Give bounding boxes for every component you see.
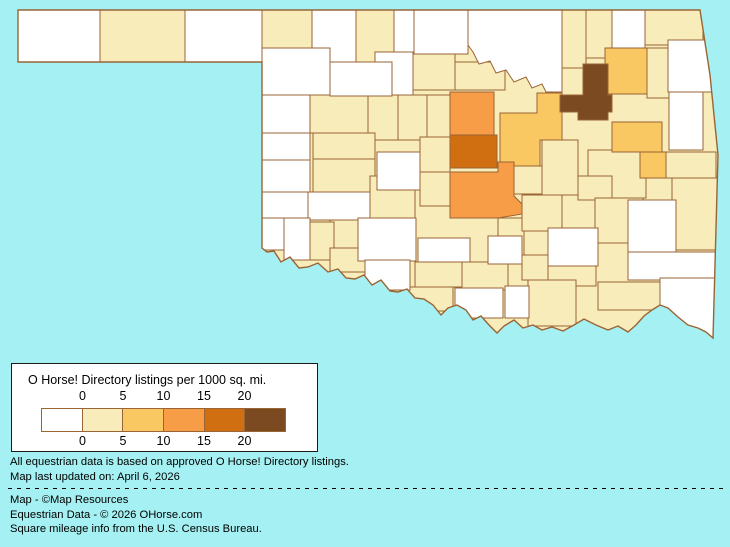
footer-note-approved: All equestrian data is based on approved… (10, 456, 349, 468)
county-pottawatomie[interactable] (449, 161, 523, 219)
legend-bin-1 (81, 409, 123, 431)
oklahoma-county-map (17, 9, 720, 340)
county-major[interactable] (329, 61, 393, 97)
county-love[interactable] (454, 287, 504, 319)
county-osage[interactable] (467, 10, 563, 93)
county-mcclain[interactable] (417, 237, 471, 263)
legend-tick-top-0: 0 (79, 389, 86, 403)
county-woodward[interactable] (261, 47, 331, 96)
county-pontotoc[interactable] (487, 235, 523, 265)
county-custer[interactable] (312, 132, 376, 160)
county-cleveland[interactable] (419, 171, 451, 207)
legend-tick-bottom-15: 15 (197, 434, 211, 448)
county-harper[interactable] (261, 10, 313, 51)
legend-tick-bottom-0: 0 (79, 434, 86, 448)
county-okmulgee[interactable] (541, 139, 579, 196)
legend-title: O Horse! Directory listings per 1000 sq.… (28, 373, 267, 387)
county-marshall[interactable] (504, 285, 530, 319)
legend-tick-top-5: 5 (119, 389, 127, 403)
county-cimarron[interactable] (18, 10, 101, 63)
county-texas[interactable] (99, 10, 186, 63)
county-harmon[interactable] (261, 217, 285, 251)
county-leflore[interactable] (671, 177, 718, 251)
county-rogermills[interactable] (261, 132, 311, 161)
credit-census: Square mileage info from the U.S. Census… (10, 523, 262, 535)
legend-tick-top-10: 10 (156, 389, 171, 403)
county-beaver[interactable] (184, 10, 263, 63)
county-kingfisher[interactable] (397, 94, 428, 141)
county-carter[interactable] (461, 261, 509, 291)
legend-bin-5 (244, 409, 286, 431)
county-logan[interactable] (426, 94, 451, 138)
county-kay[interactable] (413, 10, 469, 55)
credit-equestrian-data: Equestrian Data - © 2026 OHorse.com (10, 509, 203, 521)
legend-tick-bottom-20: 20 (237, 434, 252, 448)
county-jefferson[interactable] (407, 286, 454, 312)
dashed-separator (8, 488, 724, 489)
county-grady[interactable] (357, 217, 417, 262)
county-wagoner-s[interactable] (639, 151, 667, 179)
legend-color-ramp (41, 408, 286, 432)
county-mayes[interactable] (646, 47, 670, 99)
county-adair[interactable] (668, 91, 704, 151)
county-greer[interactable] (261, 191, 309, 219)
county-hughes[interactable] (521, 194, 563, 232)
county-jackson[interactable] (283, 217, 311, 261)
county-grant[interactable] (393, 10, 415, 53)
legend-bin-2 (122, 409, 164, 431)
county-tulsa[interactable] (559, 63, 613, 121)
county-payne[interactable] (449, 91, 495, 138)
county-noble[interactable] (412, 51, 456, 91)
state-outline (17, 9, 719, 340)
legend-tick-bottom-10: 10 (156, 434, 171, 448)
legend-tick-top-15: 15 (197, 389, 211, 403)
legend-box: O Horse! Directory listings per 1000 sq.… (11, 363, 318, 452)
county-choctaw[interactable] (597, 281, 663, 311)
footer-note-updated: Map last updated on: April 6, 2026 (10, 471, 180, 483)
county-beckham[interactable] (261, 159, 311, 193)
legend-bin-4 (203, 409, 245, 431)
county-pushmataha[interactable] (627, 251, 720, 281)
county-wagoner[interactable] (611, 121, 663, 153)
county-garvin[interactable] (414, 261, 464, 288)
county-dewey[interactable] (309, 94, 369, 134)
county-latimer[interactable] (627, 199, 677, 253)
county-washita[interactable] (312, 158, 376, 193)
county-coal[interactable] (547, 227, 599, 267)
legend-bin-3 (163, 409, 204, 431)
county-washington[interactable] (559, 10, 587, 69)
county-mcintosh[interactable] (577, 175, 613, 201)
legend-tick-bottom-5: 5 (119, 434, 127, 448)
county-rogers[interactable] (604, 47, 648, 95)
county-kiowa[interactable] (307, 191, 371, 221)
legend-tick-top-20: 20 (237, 389, 252, 403)
county-oklahoma[interactable] (419, 136, 451, 173)
credit-map: Map - ©Map Resources (10, 494, 129, 506)
county-lincoln[interactable] (449, 134, 498, 169)
legend-ramp: 0 0 5 5 10 10 15 15 20 20 (12, 364, 317, 451)
county-bryan[interactable] (527, 279, 577, 327)
county-canadian[interactable] (376, 151, 421, 191)
legend-bin-0 (42, 409, 82, 431)
county-sequoyah[interactable] (659, 151, 717, 179)
